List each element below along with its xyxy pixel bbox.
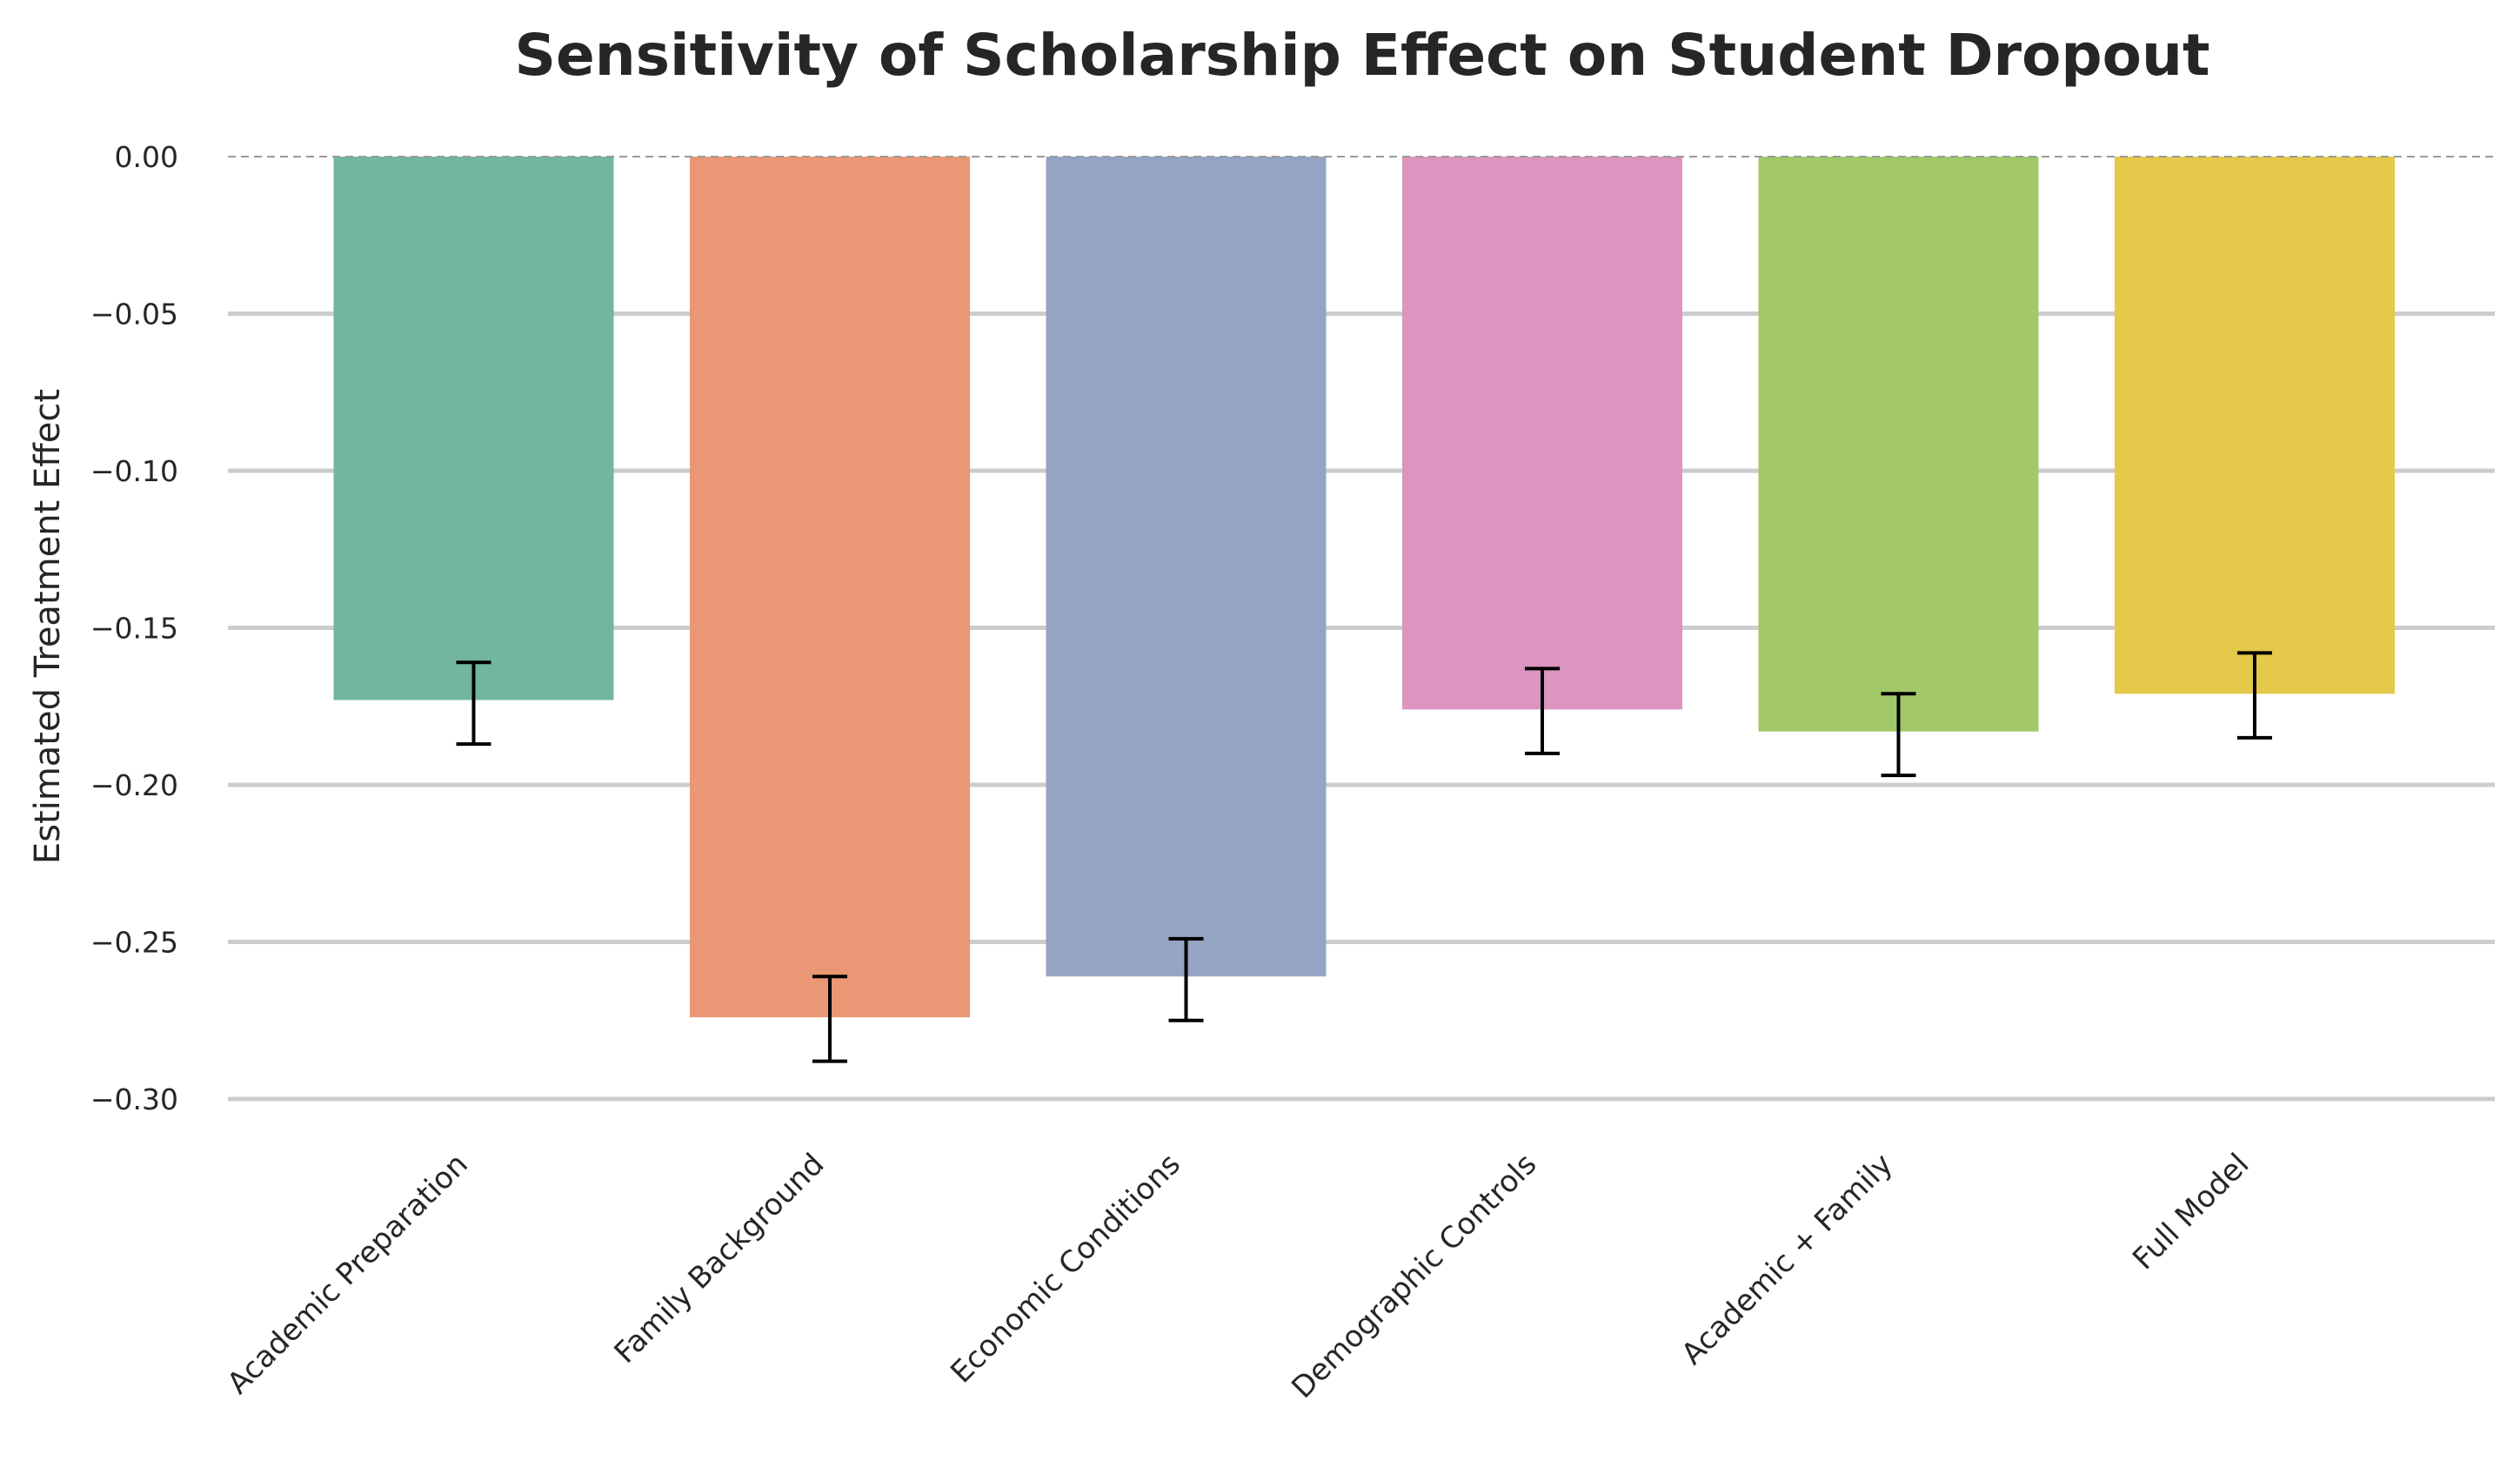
y-tick-label: −0.15 <box>90 612 178 646</box>
y-tick-label: −0.20 <box>90 768 178 802</box>
y-tick-labels: 0.00 −0.05 −0.10 −0.15 −0.20 −0.25 −0.30 <box>90 140 178 1116</box>
bars <box>333 157 2395 1018</box>
y-tick-label: −0.05 <box>90 298 178 332</box>
error-bar <box>1168 936 1204 1022</box>
error-bar <box>1525 667 1560 755</box>
y-tick-label: −0.30 <box>90 1082 178 1116</box>
error-bars <box>456 651 2272 1063</box>
error-bar <box>812 975 847 1063</box>
x-tick-labels: Academic Preparation Family Background Eco… <box>221 1147 2256 1405</box>
y-axis-label: Estimated Treatment Effect <box>28 389 68 864</box>
y-tick-label: −0.25 <box>90 926 178 960</box>
bar <box>690 157 970 1018</box>
y-tick-label: −0.10 <box>90 454 178 488</box>
x-tick-label: Academic Preparation <box>221 1147 475 1401</box>
bar <box>333 157 614 700</box>
x-tick-label: Demographic Controls <box>1285 1147 1543 1405</box>
bar <box>1758 157 2039 732</box>
error-bar <box>1881 692 1916 778</box>
y-tick-label: 0.00 <box>115 140 178 174</box>
chart-title: Sensitivity of Scholarship Effect on Stu… <box>514 22 2209 89</box>
x-tick-label: Full Model <box>2126 1147 2256 1276</box>
x-tick-label: Family Background <box>608 1147 832 1370</box>
bar <box>1402 157 1682 710</box>
error-bar <box>2237 651 2272 740</box>
x-tick-label: Economic Conditions <box>944 1147 1187 1390</box>
x-tick-label: Academic + Family <box>1674 1147 1899 1371</box>
bar <box>2115 157 2395 694</box>
error-bar <box>456 660 491 747</box>
bar <box>1046 157 1327 977</box>
